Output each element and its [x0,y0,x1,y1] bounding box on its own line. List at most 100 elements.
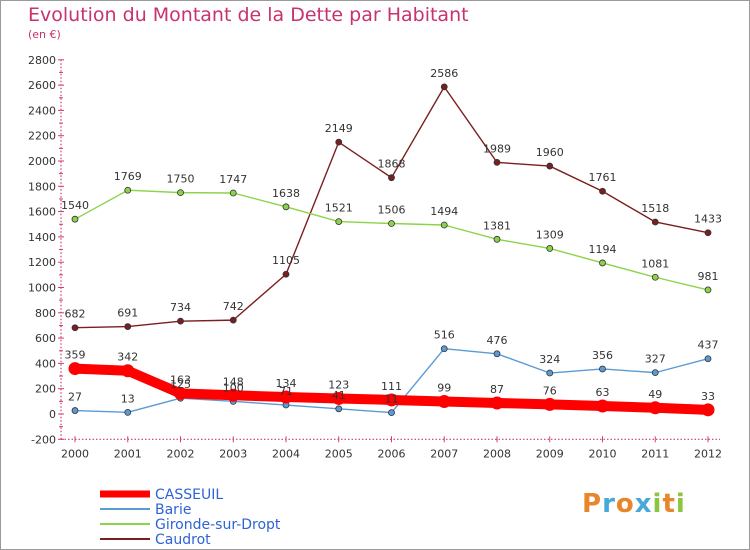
data-point [599,187,606,195]
data-point [651,273,659,281]
data-label: 125 [170,378,191,391]
data-label: 27 [68,391,82,404]
data-label: 356 [592,349,613,362]
data-point [124,186,132,194]
data-label: 742 [223,300,244,313]
x-tick-label: 2004 [272,447,300,460]
data-label: 111 [381,380,402,393]
data-label: 134 [276,377,297,390]
data-point [174,386,187,400]
data-label: 342 [117,351,138,364]
data-point [648,401,662,415]
data-point [437,394,451,408]
x-tick-label: 2011 [641,447,669,460]
data-point [546,162,554,170]
data-label: 476 [487,334,508,347]
data-label: 1521 [325,202,353,215]
chart-title: Evolution du Montant de la Dette par Hab… [28,4,469,26]
data-label: 76 [543,384,557,397]
data-label: 1769 [114,170,142,183]
data-label: 71 [279,385,293,398]
chart-subtitle: (en €) [28,28,61,41]
data-point [335,218,343,225]
legend-label: Gironde-sur-Dropt [155,517,281,533]
data-point [226,388,240,402]
x-tick-label: 2007 [430,447,458,460]
data-label: 11 [385,393,399,406]
data-point [71,407,79,414]
data-label: 1381 [483,219,511,232]
y-tick-label: 1600 [28,206,56,219]
data-point [704,286,712,294]
data-label: 1518 [641,202,669,215]
y-tick-label: 2600 [28,79,56,92]
data-point [388,174,395,182]
data-label: 682 [65,308,86,321]
data-label: 148 [223,375,244,388]
y-tick-label: 0 [49,408,56,421]
y-tick-label: -200 [31,433,56,446]
data-label: 327 [645,353,666,366]
data-label: 734 [170,301,191,314]
data-label: 1989 [483,142,511,155]
data-point [229,316,237,324]
data-label: 1494 [430,205,458,218]
data-label: 1747 [219,173,247,186]
y-tick-label: 2200 [28,130,56,143]
data-point [388,220,395,227]
x-tick-label: 2006 [378,447,406,460]
data-point [177,189,184,197]
data-label: 1868 [378,158,406,171]
data-point [282,270,290,278]
data-point [599,259,606,267]
data-point [335,405,343,413]
legend-label: Barie [155,502,191,518]
x-tick-label: 2012 [694,447,722,460]
data-point [388,409,395,417]
data-point [68,362,82,376]
data-point [493,350,501,358]
brand-letter: t [662,489,676,519]
data-label: 691 [117,307,138,320]
data-label: 33 [701,390,715,403]
data-label: 123 [328,378,349,391]
data-label: 1960 [536,146,564,159]
x-tick-label: 2005 [325,447,353,460]
data-point [704,355,712,363]
x-tick-label: 2009 [536,447,564,460]
data-point [704,229,712,237]
data-label: 437 [698,339,719,352]
data-label: 1638 [272,187,300,200]
data-label: 324 [539,353,560,366]
data-label: 99 [437,381,451,394]
y-tick-label: 600 [35,332,56,345]
data-label: 41 [332,389,346,402]
data-point [124,408,132,416]
y-tick-label: 800 [35,307,56,320]
data-label: 49 [648,388,662,401]
data-point [440,83,448,91]
data-point [490,396,504,410]
brand-logo: Proxiti [582,489,686,519]
y-tick-label: 400 [35,357,56,370]
data-label: 163 [170,373,191,386]
data-label: 359 [65,349,86,362]
brand-letter: r [602,489,616,519]
y-tick-label: 1200 [28,256,56,269]
brand-letter: x [634,489,653,519]
data-point [71,324,79,332]
data-point [440,345,448,353]
x-tick-label: 2000 [61,447,89,460]
data-point [546,245,554,252]
data-point [651,218,659,226]
y-tick-label: 1400 [28,231,56,244]
x-tick-label: 2008 [483,447,511,460]
y-tick-label: 2800 [28,54,56,67]
legend-label: CASSEUIL [155,487,223,503]
data-label: 1309 [536,228,564,241]
brand-letter: i [675,489,686,519]
data-point [121,364,135,378]
data-point [543,397,557,411]
